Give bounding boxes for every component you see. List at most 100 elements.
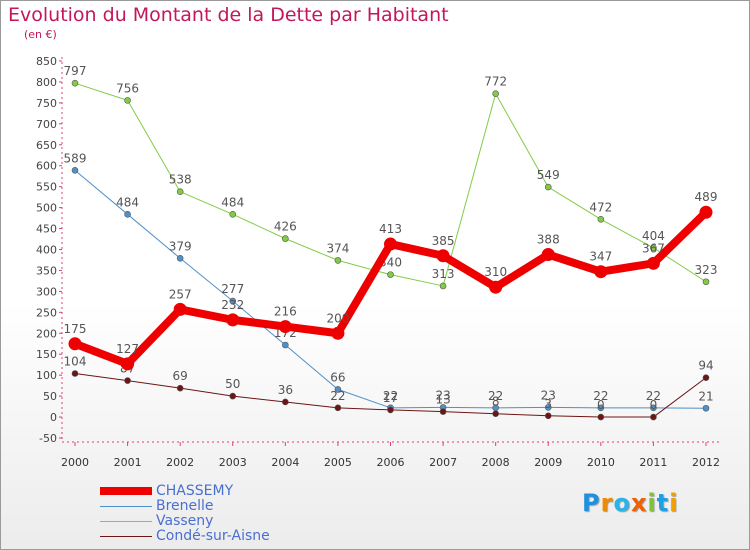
data-label-brenelle: 484 xyxy=(116,195,139,209)
data-point-cond-sur-aisne xyxy=(124,377,131,384)
data-point-cond-sur-aisne xyxy=(71,370,79,377)
data-label-brenelle: 66 xyxy=(330,370,345,384)
y-tick-label: 500 xyxy=(36,202,57,215)
y-tick-label: 800 xyxy=(36,76,57,89)
logo-letter: P xyxy=(582,489,601,517)
data-point-brenelle xyxy=(334,386,342,393)
data-point-chassemy xyxy=(646,256,660,270)
data-label-vasseny: 323 xyxy=(695,263,718,277)
data-point-brenelle xyxy=(176,254,184,262)
legend-label: CHASSEMY xyxy=(156,483,234,499)
x-tick-label: 2010 xyxy=(587,456,615,469)
x-tick-label: 2003 xyxy=(219,456,247,469)
data-point-vasseny xyxy=(229,211,237,218)
data-label-cond-sur-aisne: 0 xyxy=(650,398,658,412)
data-label-vasseny: 797 xyxy=(64,64,87,78)
data-label-brenelle: 22 xyxy=(593,389,608,403)
data-label-brenelle: 277 xyxy=(221,282,244,296)
data-point-vasseny xyxy=(439,282,447,290)
data-label-cond-sur-aisne: 94 xyxy=(698,359,713,373)
data-label-chassemy: 367 xyxy=(642,241,665,255)
y-tick-label: 250 xyxy=(36,306,57,319)
data-point-brenelle xyxy=(71,167,79,174)
data-label-chassemy: 413 xyxy=(379,222,402,236)
data-point-cond-sur-aisne xyxy=(597,413,605,421)
legend-swatch xyxy=(100,487,152,495)
data-point-vasseny xyxy=(124,97,131,104)
y-tick-label: 200 xyxy=(36,327,57,340)
x-tick-label: 2008 xyxy=(482,456,510,469)
data-point-vasseny xyxy=(597,216,605,223)
data-label-chassemy: 127 xyxy=(116,342,139,356)
data-label-brenelle: 23 xyxy=(541,388,556,402)
data-label-chassemy: 232 xyxy=(221,298,244,312)
data-point-vasseny xyxy=(387,271,394,278)
data-point-brenelle xyxy=(597,404,605,412)
data-label-vasseny: 404 xyxy=(642,229,665,243)
y-tick-label: 100 xyxy=(36,369,57,382)
x-tick-label: 2000 xyxy=(61,456,89,469)
y-tick-label: 850 xyxy=(36,55,57,68)
x-tick-label: 2005 xyxy=(324,456,352,469)
data-point-chassemy xyxy=(541,248,555,262)
y-tick-label: 450 xyxy=(36,223,57,236)
data-label-vasseny: 484 xyxy=(221,195,244,209)
data-point-cond-sur-aisne xyxy=(282,398,289,406)
data-point-chassemy xyxy=(68,337,82,351)
x-tick-label: 2009 xyxy=(534,456,562,469)
data-point-vasseny xyxy=(492,90,499,97)
data-point-cond-sur-aisne xyxy=(229,392,237,400)
data-point-chassemy xyxy=(173,302,187,316)
data-label-cond-sur-aisne: 104 xyxy=(64,354,87,368)
legend-label: Condé-sur-Aisne xyxy=(156,528,270,544)
data-point-chassemy xyxy=(594,265,608,279)
data-label-brenelle: 589 xyxy=(64,151,87,165)
data-label-chassemy: 200 xyxy=(326,311,349,325)
data-point-chassemy xyxy=(384,237,397,251)
data-label-brenelle: 23 xyxy=(435,388,450,402)
data-point-chassemy xyxy=(121,357,135,371)
data-label-vasseny: 426 xyxy=(274,220,297,234)
x-tick-label: 2006 xyxy=(377,456,405,469)
data-label-chassemy: 257 xyxy=(169,287,192,301)
data-point-chassemy xyxy=(699,205,713,219)
y-tick-label: 550 xyxy=(36,181,57,194)
logo-letter: x xyxy=(630,489,648,517)
x-tick-label: 2001 xyxy=(114,456,142,469)
data-label-cond-sur-aisne: 17 xyxy=(383,391,398,405)
data-point-brenelle xyxy=(282,341,289,349)
data-point-cond-sur-aisne xyxy=(650,413,657,421)
data-point-brenelle xyxy=(702,404,710,412)
data-point-chassemy xyxy=(278,320,292,334)
x-tick-label: 2002 xyxy=(166,456,194,469)
data-label-vasseny: 772 xyxy=(484,75,507,89)
x-tick-label: 2011 xyxy=(639,456,667,469)
y-tick-label: 350 xyxy=(36,264,57,277)
logo-letter: r xyxy=(600,489,614,517)
logo-letter: i xyxy=(647,489,657,517)
data-label-chassemy: 175 xyxy=(64,322,87,336)
data-point-vasseny xyxy=(334,257,342,264)
x-tick-label: 2004 xyxy=(271,456,299,469)
data-label-cond-sur-aisne: 0 xyxy=(597,398,605,412)
data-label-chassemy: 489 xyxy=(695,190,718,204)
data-point-cond-sur-aisne xyxy=(492,410,499,418)
data-point-vasseny xyxy=(282,235,289,242)
data-point-vasseny xyxy=(650,244,657,252)
data-label-cond-sur-aisne: 69 xyxy=(173,369,188,383)
y-tick-label: 700 xyxy=(36,118,57,131)
data-label-chassemy: 385 xyxy=(432,234,455,248)
legend-label: Brenelle xyxy=(156,498,214,514)
data-label-brenelle: 22 xyxy=(646,389,661,403)
data-label-vasseny: 313 xyxy=(432,267,455,281)
data-label-brenelle: 379 xyxy=(169,239,192,253)
data-point-brenelle xyxy=(544,404,552,411)
data-point-chassemy xyxy=(331,326,345,340)
data-point-vasseny xyxy=(702,278,710,286)
data-label-vasseny: 472 xyxy=(589,200,612,214)
legend-label: Vasseny xyxy=(156,513,214,529)
data-point-brenelle xyxy=(124,211,131,218)
data-label-vasseny: 538 xyxy=(169,173,192,187)
data-point-chassemy xyxy=(226,313,240,327)
